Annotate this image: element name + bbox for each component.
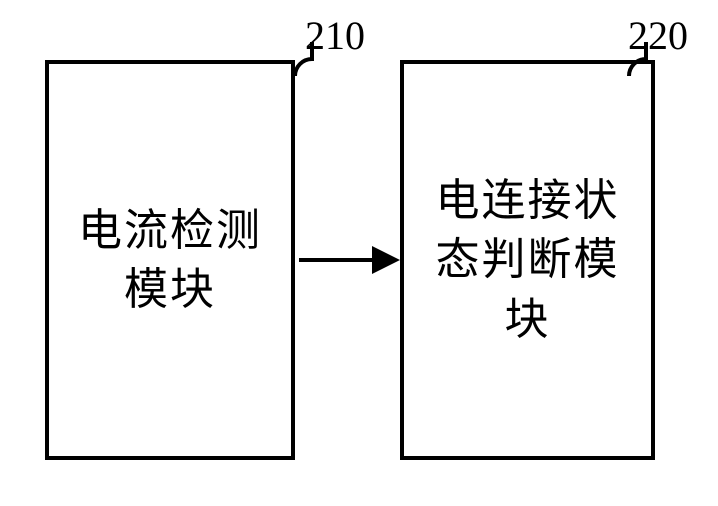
node-connection-status-label: 电连接状态判断模块 <box>428 171 628 349</box>
node-current-detection: 电流检测模块 <box>45 60 295 460</box>
node-current-detection-label: 电流检测模块 <box>70 201 270 320</box>
arrow-shaft <box>299 258 377 262</box>
ref-number-220: 220 <box>628 12 688 59</box>
arrow-head-icon <box>372 246 400 274</box>
node-connection-status: 电连接状态判断模块 <box>400 60 655 460</box>
ref-number-210: 210 <box>305 12 365 59</box>
